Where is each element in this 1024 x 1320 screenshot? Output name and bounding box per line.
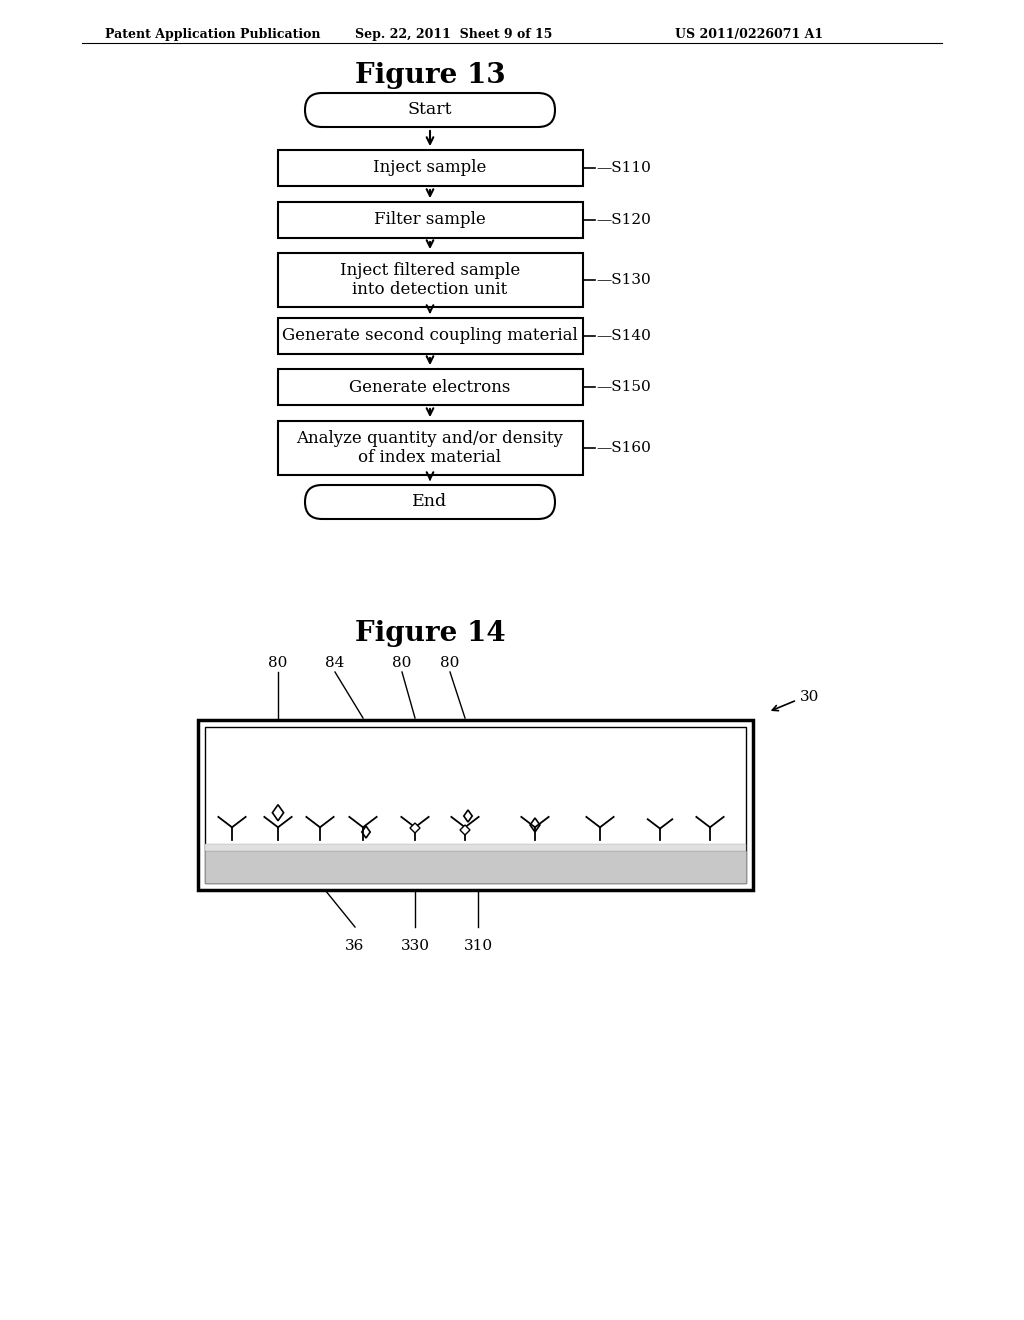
- Text: Generate electrons: Generate electrons: [349, 379, 511, 396]
- Text: —S140: —S140: [597, 329, 651, 343]
- Text: US 2011/0226071 A1: US 2011/0226071 A1: [675, 28, 823, 41]
- Text: 80: 80: [268, 656, 288, 671]
- FancyBboxPatch shape: [205, 843, 746, 851]
- Polygon shape: [410, 822, 420, 833]
- Text: 80: 80: [440, 656, 460, 671]
- Text: 30: 30: [800, 690, 819, 704]
- Text: Figure 13: Figure 13: [354, 62, 505, 88]
- Text: Patent Application Publication: Patent Application Publication: [105, 28, 321, 41]
- FancyBboxPatch shape: [278, 202, 583, 238]
- FancyBboxPatch shape: [278, 318, 583, 354]
- FancyBboxPatch shape: [278, 253, 583, 308]
- Text: —S130: —S130: [597, 273, 651, 286]
- Text: Filter sample: Filter sample: [374, 211, 485, 228]
- Text: 84: 84: [326, 656, 345, 671]
- Text: Generate second coupling material: Generate second coupling material: [283, 327, 578, 345]
- FancyBboxPatch shape: [205, 851, 746, 883]
- Text: Inject sample: Inject sample: [374, 160, 486, 177]
- FancyBboxPatch shape: [278, 370, 583, 405]
- Text: —S110: —S110: [597, 161, 651, 176]
- FancyBboxPatch shape: [278, 150, 583, 186]
- Text: 80: 80: [392, 656, 412, 671]
- Text: End: End: [413, 494, 447, 511]
- FancyBboxPatch shape: [305, 92, 555, 127]
- FancyBboxPatch shape: [198, 719, 753, 890]
- Text: 36: 36: [345, 939, 365, 953]
- Text: —S120: —S120: [597, 213, 651, 227]
- Text: Inject filtered sample
into detection unit: Inject filtered sample into detection un…: [340, 261, 520, 298]
- Text: Start: Start: [408, 102, 453, 119]
- Text: Analyze quantity and/or density
of index material: Analyze quantity and/or density of index…: [297, 430, 563, 466]
- Text: 310: 310: [464, 939, 493, 953]
- Text: —S160: —S160: [597, 441, 651, 455]
- Text: 330: 330: [400, 939, 429, 953]
- FancyBboxPatch shape: [305, 484, 555, 519]
- FancyBboxPatch shape: [278, 421, 583, 475]
- Text: Figure 14: Figure 14: [354, 620, 505, 647]
- Polygon shape: [460, 825, 470, 836]
- Text: Sep. 22, 2011  Sheet 9 of 15: Sep. 22, 2011 Sheet 9 of 15: [355, 28, 552, 41]
- Text: —S150: —S150: [597, 380, 651, 393]
